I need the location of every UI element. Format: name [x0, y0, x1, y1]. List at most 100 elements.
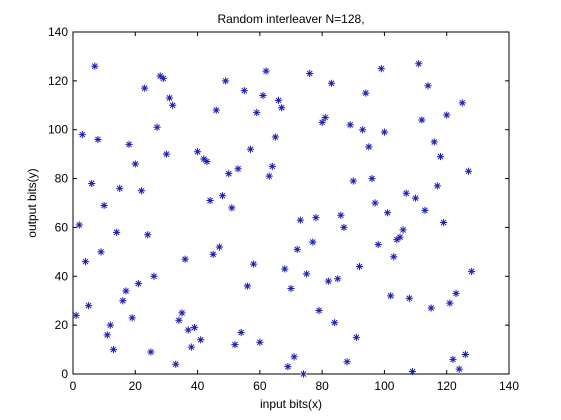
data-point — [393, 236, 401, 244]
data-point — [418, 116, 426, 124]
data-point — [374, 240, 382, 249]
x-tick-label: 0 — [70, 379, 77, 393]
data-point — [334, 275, 342, 283]
data-point — [371, 199, 379, 207]
plot-area — [72, 31, 510, 375]
data-point — [150, 272, 158, 280]
y-tick-label: 20 — [55, 318, 69, 332]
data-point — [396, 233, 404, 241]
data-point — [324, 277, 332, 285]
data-point — [144, 231, 152, 239]
data-point — [165, 94, 174, 102]
data-point — [318, 118, 326, 126]
data-point — [131, 160, 139, 168]
data-point — [215, 243, 223, 251]
y-tick-label: 100 — [48, 123, 68, 137]
data-point — [443, 111, 451, 119]
x-tick-label: 80 — [315, 379, 329, 393]
data-point — [368, 174, 376, 183]
data-point — [159, 74, 167, 83]
x-tick-label: 20 — [129, 379, 143, 393]
data-point — [405, 294, 413, 302]
data-point — [97, 248, 105, 256]
data-point — [253, 109, 261, 117]
data-point — [365, 143, 373, 151]
data-point — [415, 60, 423, 68]
data-point — [190, 323, 199, 332]
data-point — [327, 79, 336, 87]
data-point — [181, 255, 189, 263]
data-point — [259, 91, 267, 100]
data-point — [228, 204, 236, 212]
data-point — [337, 211, 345, 219]
data-point — [169, 101, 177, 109]
data-point — [156, 72, 164, 80]
data-point — [362, 89, 370, 97]
data-point — [113, 228, 121, 236]
data-point — [240, 87, 248, 95]
data-point — [153, 123, 161, 131]
data-point — [122, 287, 130, 295]
data-point — [383, 209, 392, 217]
y-tick-label: 60 — [55, 220, 69, 234]
data-point — [299, 370, 308, 378]
data-point — [468, 267, 476, 275]
data-point — [193, 148, 202, 156]
data-point — [265, 172, 273, 180]
data-point — [446, 299, 454, 307]
data-point — [430, 138, 438, 146]
data-point — [309, 238, 317, 246]
data-point — [315, 306, 323, 315]
data-point — [246, 145, 255, 153]
data-point — [256, 338, 264, 346]
data-point — [421, 206, 429, 214]
data-point — [306, 69, 314, 78]
data-point — [203, 157, 211, 166]
data-point — [222, 77, 230, 85]
data-point — [100, 201, 108, 210]
data-point — [377, 65, 385, 73]
data-point — [197, 336, 205, 344]
data-point — [84, 302, 93, 310]
y-tick-label: 40 — [55, 269, 69, 283]
data-point — [225, 170, 233, 178]
data-point — [119, 297, 127, 305]
data-point — [162, 150, 171, 158]
data-point — [458, 99, 466, 107]
data-point — [88, 179, 96, 188]
data-point — [321, 113, 329, 122]
y-tick-label: 140 — [48, 25, 68, 39]
data-point — [175, 316, 183, 324]
data-point — [349, 177, 357, 185]
data-point — [455, 365, 463, 373]
data-point — [237, 328, 245, 337]
data-point — [346, 121, 354, 129]
data-point — [331, 319, 339, 327]
data-point — [172, 360, 180, 368]
x-tick-label: 40 — [191, 379, 205, 393]
x-axis-label: input bits(x) — [260, 397, 322, 411]
data-point — [433, 182, 441, 190]
x-tick-label: 60 — [253, 379, 267, 393]
data-point — [464, 167, 473, 175]
y-tick-labels: 0 20 40 60 80 100 120 140 — [48, 25, 68, 381]
data-point — [81, 258, 90, 266]
data-point — [271, 133, 280, 141]
data-point — [402, 189, 410, 197]
data-point — [103, 331, 111, 339]
data-point — [78, 131, 86, 139]
y-tick-label: 80 — [55, 172, 69, 186]
data-point — [281, 265, 289, 273]
data-point — [187, 343, 195, 351]
x-tick-label: 120 — [437, 379, 457, 393]
data-point — [359, 126, 367, 134]
data-point — [106, 321, 114, 329]
data-point — [200, 155, 208, 163]
x-tick-labels: 0 20 40 60 80 100 120 140 — [70, 379, 520, 393]
data-point — [243, 282, 251, 290]
data-point — [178, 309, 186, 317]
y-tick-label: 120 — [48, 74, 68, 88]
data-point — [231, 341, 239, 349]
data-point — [184, 326, 192, 334]
data-point — [290, 353, 298, 361]
